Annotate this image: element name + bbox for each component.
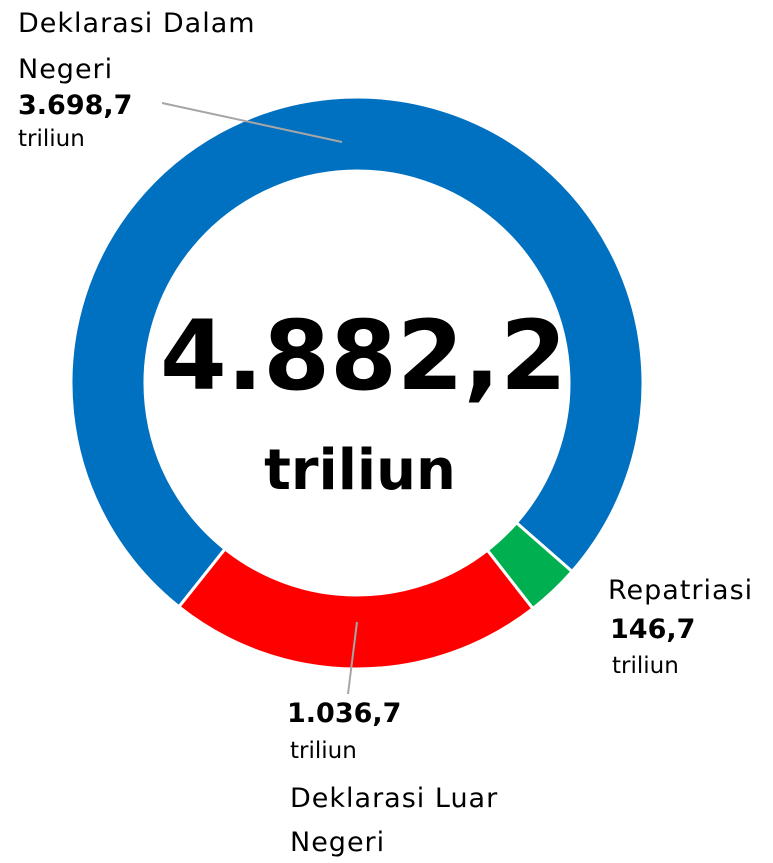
slice-value-luar-negeri: 1.036,7 — [287, 698, 402, 729]
donut-slice-luar-negeri — [176, 546, 535, 671]
slice-value-repatriasi: 146,7 — [610, 614, 696, 645]
leader-line-dalam-negeri — [161, 102, 343, 143]
slice-unit-luar-negeri: triliun — [290, 738, 357, 764]
total-unit: triliun — [264, 438, 456, 503]
donut-slice-dalam-negeri — [69, 95, 645, 609]
slice-label-name-repatriasi: Repatriasi — [608, 575, 754, 606]
slice-label-name-dalam-negeri-line2: Negeri — [18, 54, 114, 85]
slice-label-name-dalam-negeri: Deklarasi Dalam — [18, 8, 256, 39]
leader-line-luar-negeri — [347, 621, 358, 695]
total-value: 4.882,2 — [160, 300, 567, 412]
slice-label-name-luar-negeri: Deklarasi Luar — [290, 783, 499, 814]
slice-value-dalam-negeri: 3.698,7 — [18, 90, 133, 121]
slice-label-name-luar-negeri-line2: Negeri — [290, 827, 386, 858]
slice-unit-dalam-negeri: triliun — [18, 126, 85, 152]
slice-unit-repatriasi: triliun — [612, 653, 679, 679]
